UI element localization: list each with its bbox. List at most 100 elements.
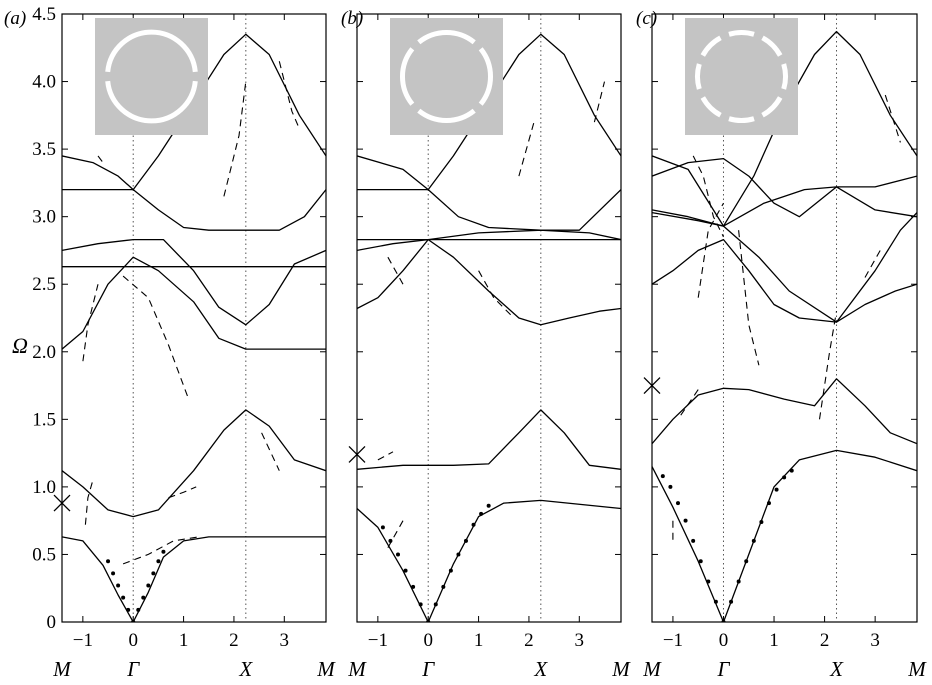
symmetry-point-label: X — [533, 657, 548, 681]
asymptote-point — [116, 583, 121, 588]
asymptote-point — [766, 501, 771, 506]
asymptote-point — [751, 538, 756, 543]
asymptote-point — [136, 607, 141, 612]
ring-segment — [695, 63, 702, 90]
band-curve — [357, 188, 621, 231]
y-tick-label: 0.5 — [32, 544, 56, 565]
band-curve — [357, 229, 621, 252]
x-tick-label: 2 — [229, 630, 239, 651]
asymptote-point — [141, 595, 146, 600]
y-tick-label: 2.0 — [32, 342, 56, 363]
asymptote-point — [441, 584, 446, 589]
ring-segment — [728, 116, 755, 123]
band-curve — [62, 238, 326, 326]
approx-band-curve — [377, 451, 394, 461]
panel-frame — [651, 13, 918, 623]
band-curve — [357, 33, 621, 191]
approx-band-curve — [122, 536, 199, 565]
symmetry-point-label: M — [611, 657, 631, 681]
asymptote-point — [691, 538, 696, 543]
y-tick-label: 1.5 — [32, 409, 56, 430]
y-tick-label: 1.0 — [32, 477, 56, 498]
asymptote-point — [706, 579, 711, 584]
symmetry-point-label: X — [238, 657, 253, 681]
approx-band-curve — [82, 284, 99, 362]
approx-band-curve — [692, 155, 724, 238]
ring-segment — [105, 29, 198, 73]
panel-frame — [356, 13, 622, 623]
symmetry-point-label: Γ — [126, 657, 140, 681]
inset-unit-cell — [685, 18, 798, 135]
asymptote-point — [395, 552, 400, 557]
band-curve — [652, 30, 917, 227]
approx-band-curve — [738, 230, 760, 366]
y-tick-label: 3.5 — [32, 139, 56, 160]
asymptote-point — [111, 571, 116, 576]
inset-unit-cell — [95, 18, 208, 135]
symmetry-point-label: M — [347, 657, 367, 681]
x-tick-label: 0 — [719, 630, 729, 651]
approx-band-curve — [518, 121, 535, 177]
symmetry-point-label: X — [829, 657, 844, 681]
x-tick-label: 3 — [870, 630, 880, 651]
approx-band-curve — [223, 81, 247, 197]
asymptote-point — [403, 568, 408, 573]
asymptote-point — [471, 522, 476, 527]
approx-band-curve — [677, 389, 699, 420]
ring-segment — [417, 108, 476, 123]
asymptote-point — [161, 549, 166, 554]
asymptote-point — [448, 568, 453, 573]
asymptote-point — [463, 538, 468, 543]
band-curve — [62, 256, 326, 350]
panel-frame — [61, 13, 327, 623]
x-tick-label: −1 — [368, 630, 388, 651]
x-tick-label: 1 — [769, 630, 779, 651]
asymptote-point — [156, 559, 161, 564]
approx-band-curve — [697, 202, 724, 298]
asymptote-point — [121, 595, 126, 600]
panel-label: (a) — [4, 8, 26, 29]
ring-segment — [761, 35, 783, 57]
symmetry-point-label: M — [907, 657, 927, 681]
ring-segment — [781, 63, 788, 90]
ring-segment — [478, 47, 493, 106]
ring-segment — [105, 80, 198, 124]
y-tick-label: 3.0 — [32, 207, 56, 228]
asymptote-point — [411, 584, 416, 589]
asymptote-point — [713, 599, 718, 604]
ring-segment — [700, 96, 722, 118]
y-tick-label: 4.5 — [32, 4, 56, 25]
x-tick-label: 1 — [474, 630, 484, 651]
asymptote-point — [683, 518, 688, 523]
approx-band-curve — [278, 61, 300, 130]
asymptote-point — [126, 607, 131, 612]
asymptote-point — [729, 599, 734, 604]
x-tick-label: 2 — [820, 630, 830, 651]
ring-segment — [728, 30, 755, 37]
panel-2: −1 0 1 2 3 M Γ X M (c) — [636, 8, 927, 681]
x-tick-label: −1 — [73, 630, 93, 651]
asymptote-point — [486, 503, 491, 508]
approx-band-curve — [387, 256, 404, 285]
approx-band-curve — [84, 479, 94, 525]
panel-0: −1 0 1 2 3 M Γ X M 0 0.5 1.0 1.5 2.0 2.5 3.0 3.5 4.0 4.5 (a… — [4, 4, 336, 681]
approx-band-curve — [97, 155, 104, 163]
ring-segment — [761, 96, 783, 118]
x-tick-label: 1 — [179, 630, 189, 651]
symmetry-point-label: Γ — [421, 657, 435, 681]
panel-label: (b) — [341, 8, 363, 29]
band-curve — [62, 188, 326, 231]
ring-segment — [700, 35, 722, 57]
band-curve — [357, 409, 621, 470]
y-tick-label: 0 — [47, 612, 57, 633]
panel-label: (c) — [636, 8, 657, 29]
x-tick-label: 0 — [423, 630, 433, 651]
asymptote-point — [146, 583, 151, 588]
asymptote-point — [744, 559, 749, 564]
asymptote-point — [418, 602, 423, 607]
approx-band-curve — [478, 270, 515, 319]
approx-band-curve — [818, 311, 838, 420]
band-curve — [357, 499, 621, 622]
asymptote-point — [698, 559, 703, 564]
